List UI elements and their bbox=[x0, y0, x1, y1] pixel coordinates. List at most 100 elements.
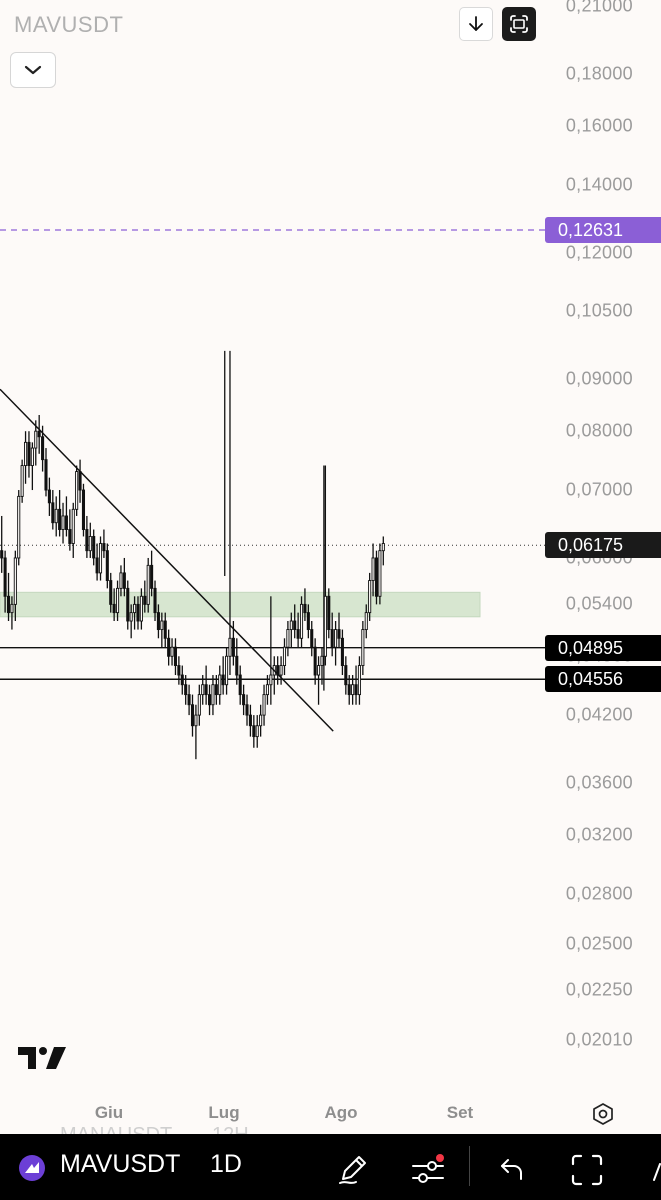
candle-body-down bbox=[354, 684, 358, 696]
candle-body-down bbox=[102, 543, 106, 552]
candle bbox=[201, 675, 205, 705]
symbol-search-button[interactable] bbox=[18, 1154, 46, 1182]
candle-body-down bbox=[109, 580, 113, 605]
price-axis-label: 0,05400 bbox=[565, 593, 633, 614]
candle bbox=[109, 572, 113, 613]
candle-body-up bbox=[88, 536, 92, 552]
candle bbox=[330, 612, 334, 657]
candle bbox=[218, 665, 222, 705]
candle bbox=[347, 675, 351, 705]
legend-toggle-button[interactable] bbox=[10, 52, 56, 88]
candle-body-up bbox=[146, 564, 150, 605]
price-axis-label: 0,03600 bbox=[565, 772, 633, 793]
candle bbox=[235, 638, 239, 685]
candle bbox=[371, 543, 375, 597]
candle bbox=[313, 638, 317, 685]
candle bbox=[334, 621, 338, 666]
candle bbox=[299, 596, 304, 648]
candle-body-down bbox=[44, 459, 48, 491]
candle-body-up bbox=[20, 465, 24, 497]
candle-body-down bbox=[330, 629, 334, 648]
candle-body-down bbox=[64, 515, 68, 530]
candle bbox=[225, 647, 229, 695]
price-axis-label: 0,02010 bbox=[565, 1029, 633, 1050]
candle bbox=[116, 580, 120, 622]
candle-body-up bbox=[10, 603, 14, 614]
candle bbox=[337, 612, 341, 648]
price-axis-label: 0,03200 bbox=[565, 824, 633, 845]
bottom-toolbar: MAVUSDT 1D bbox=[0, 1134, 661, 1200]
drawing-tools-button[interactable] bbox=[336, 1152, 370, 1186]
candle bbox=[173, 638, 178, 676]
symbol-title: MAVUSDT bbox=[14, 12, 124, 37]
tradingview-logo bbox=[18, 1047, 66, 1069]
candle bbox=[323, 465, 327, 666]
candle-body-up bbox=[323, 595, 327, 657]
candle-body-down bbox=[167, 637, 171, 657]
fullscreen-toggle-button[interactable] bbox=[502, 7, 536, 41]
fullscreen-icon bbox=[571, 1154, 603, 1186]
candle-body-down bbox=[136, 603, 140, 622]
candle bbox=[265, 675, 269, 705]
chart-area[interactable] bbox=[0, 0, 661, 1134]
candle bbox=[207, 684, 212, 716]
candle bbox=[136, 596, 140, 630]
candle bbox=[364, 604, 368, 639]
candle-body-up bbox=[98, 543, 103, 574]
candle-body-up bbox=[160, 620, 164, 631]
candle-body-down bbox=[150, 564, 154, 589]
candle bbox=[92, 529, 96, 566]
time-axis-label: Ago bbox=[324, 1103, 358, 1122]
candlestick-chart[interactable] bbox=[0, 0, 661, 1134]
scroll-to-latest-button[interactable] bbox=[459, 7, 493, 41]
candle bbox=[306, 604, 310, 639]
price-tag-alert: 0,12631 bbox=[545, 216, 661, 243]
price-axis-label: 0,02800 bbox=[565, 883, 633, 904]
indicators-button[interactable] bbox=[410, 1154, 446, 1188]
candle-body-down bbox=[337, 629, 341, 639]
candle bbox=[228, 350, 232, 676]
candle-body-down bbox=[68, 529, 72, 544]
candle-body-up bbox=[61, 515, 65, 530]
interval-selector[interactable]: 1D bbox=[210, 1150, 242, 1178]
candle-body-up bbox=[361, 629, 365, 667]
price-axis-label: 0,08000 bbox=[565, 420, 633, 441]
candle bbox=[211, 675, 215, 716]
undo-button[interactable] bbox=[498, 1156, 526, 1182]
candle bbox=[184, 675, 188, 705]
candle-body-up bbox=[34, 430, 38, 449]
candle-body-down bbox=[143, 595, 147, 605]
candle bbox=[194, 704, 198, 760]
candle-body-down bbox=[214, 684, 218, 696]
fullscreen-button[interactable] bbox=[570, 1154, 604, 1186]
price-tag-horizontal-line: 0,04895 bbox=[545, 634, 661, 661]
candle bbox=[269, 596, 273, 705]
candle-body-up bbox=[262, 694, 266, 716]
toolbar-divider bbox=[469, 1146, 470, 1186]
candle bbox=[160, 612, 164, 648]
candle-body-up bbox=[211, 684, 215, 706]
candle bbox=[272, 656, 276, 695]
candle bbox=[150, 550, 154, 597]
candle bbox=[17, 490, 21, 566]
candle bbox=[98, 536, 103, 581]
candle-body-down bbox=[296, 629, 300, 639]
price-axis-label: 0,09000 bbox=[565, 368, 633, 389]
candle-body-up bbox=[139, 595, 143, 622]
candle-body-up bbox=[170, 646, 174, 657]
chevron-down-icon bbox=[24, 65, 42, 75]
candle bbox=[71, 502, 75, 558]
candle-body-up bbox=[30, 447, 34, 467]
candle bbox=[44, 448, 48, 497]
candle-body-up bbox=[201, 684, 205, 696]
candle bbox=[143, 580, 147, 613]
candle-body-up bbox=[197, 694, 201, 716]
candle-body-up bbox=[133, 603, 137, 614]
overflow-indicator[interactable] bbox=[650, 1162, 661, 1182]
candle-body-down bbox=[27, 441, 31, 467]
chart-settings-icon[interactable] bbox=[591, 1102, 615, 1126]
candle bbox=[133, 596, 137, 630]
candle-body-down bbox=[231, 637, 235, 657]
bottom-symbol-label[interactable]: MAVUSDT bbox=[60, 1150, 181, 1178]
candle bbox=[163, 612, 167, 648]
